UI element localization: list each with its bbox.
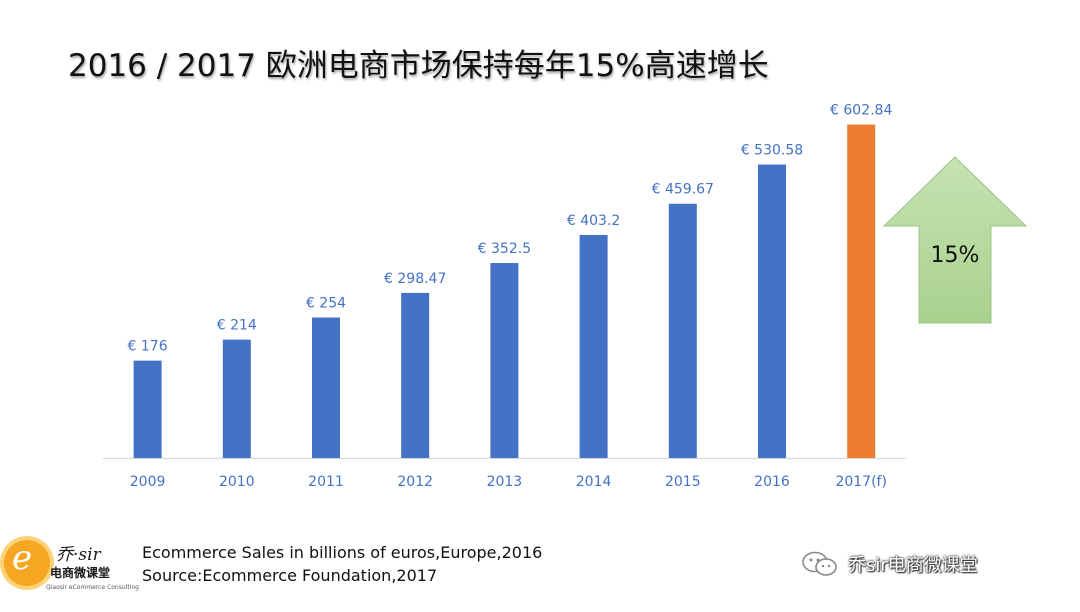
- bar-2009: [133, 360, 162, 458]
- bar-2011: [312, 317, 340, 458]
- bar-2010: [222, 339, 251, 458]
- data-label-2015: € 459.67: [652, 182, 714, 198]
- x-tick-2014: 2014: [576, 474, 612, 490]
- sun-icon: [4, 540, 50, 586]
- bar-2015: [668, 203, 697, 458]
- x-tick-2013: 2013: [487, 474, 523, 490]
- logo-subtitle: 电商微课堂: [50, 566, 111, 580]
- growth-arrow-icon: [882, 156, 1028, 324]
- logo-letter: e: [12, 538, 33, 578]
- footnote-source: Source:Ecommerce Foundation,2017: [142, 566, 438, 585]
- data-label-2016: € 530.58: [741, 143, 803, 159]
- logo-english: Qiaosir eCommerce Consulting: [46, 584, 139, 591]
- data-label-2017(f): € 602.84: [830, 103, 892, 119]
- bar-2014: [579, 234, 608, 458]
- wechat-icon: [802, 551, 837, 576]
- x-tick-2010: 2010: [219, 474, 255, 490]
- wechat-watermark: 乔sir电商微课堂: [800, 550, 978, 578]
- watermark-text: 乔sir电商微课堂: [848, 555, 978, 576]
- bar-2016: [758, 164, 786, 458]
- data-label-2013: € 352.5: [478, 241, 531, 257]
- bar-2012: [401, 292, 430, 458]
- data-label-2014: € 403.2: [567, 213, 620, 229]
- chart-footnote: Ecommerce Sales in billions of euros,Eur…: [142, 541, 542, 587]
- data-label-2012: € 298.47: [384, 271, 446, 287]
- x-tick-2015: 2015: [665, 474, 701, 490]
- data-label-2010: € 214: [217, 318, 257, 334]
- growth-rate-label: 15%: [931, 243, 980, 268]
- brand-logo: e 乔·sir 电商微课堂 Qiaosir eCommerce Consulti…: [0, 532, 139, 604]
- data-label-2009: € 176: [128, 339, 168, 355]
- x-tick-2012: 2012: [397, 474, 433, 490]
- data-label-2011: € 254: [306, 296, 346, 312]
- x-tick-2016: 2016: [754, 474, 790, 490]
- x-tick-2017(f): 2017(f): [835, 474, 886, 490]
- footnote-caption: Ecommerce Sales in billions of euros,Eur…: [142, 543, 543, 562]
- bar-2013: [490, 263, 519, 458]
- x-tick-2009: 2009: [130, 474, 166, 490]
- logo-brand: 乔·sir: [56, 545, 101, 565]
- bar-2017(f): [847, 124, 876, 458]
- page-title: 2016 / 2017 欧洲电商市场保持每年15%高速增长: [68, 48, 769, 84]
- x-tick-2011: 2011: [308, 474, 344, 490]
